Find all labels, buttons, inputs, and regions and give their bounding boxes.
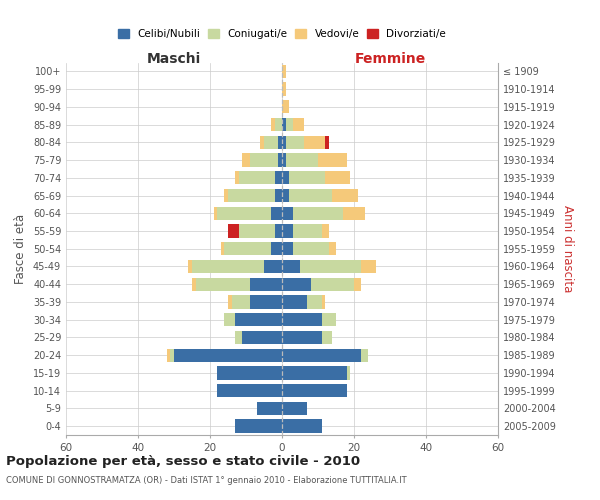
Bar bbox=[235, 313, 282, 326]
Y-axis label: Anni di nascita: Anni di nascita bbox=[561, 205, 574, 292]
Bar bbox=[282, 242, 293, 256]
Bar bbox=[329, 242, 336, 256]
Bar bbox=[228, 189, 275, 202]
Bar bbox=[282, 118, 286, 131]
Bar bbox=[275, 189, 282, 202]
Bar bbox=[264, 260, 282, 273]
Bar bbox=[235, 331, 242, 344]
Bar bbox=[322, 331, 332, 344]
Bar bbox=[260, 136, 264, 149]
Text: Popolazione per età, sesso e stato civile - 2010: Popolazione per età, sesso e stato civil… bbox=[6, 455, 360, 468]
Bar bbox=[257, 402, 282, 415]
Bar bbox=[214, 206, 217, 220]
Bar bbox=[242, 154, 250, 166]
Bar bbox=[361, 260, 376, 273]
Bar bbox=[293, 224, 322, 237]
Bar bbox=[282, 260, 300, 273]
Bar bbox=[282, 420, 322, 433]
Bar bbox=[188, 260, 192, 273]
Bar bbox=[271, 118, 275, 131]
Bar bbox=[304, 136, 325, 149]
Bar bbox=[228, 224, 239, 237]
Legend: Celibi/Nubili, Coniugati/e, Vedovi/e, Divorziati/e: Celibi/Nubili, Coniugati/e, Vedovi/e, Di… bbox=[113, 25, 451, 44]
Bar bbox=[322, 296, 325, 308]
Bar bbox=[275, 224, 282, 237]
Bar bbox=[286, 154, 318, 166]
Bar bbox=[250, 154, 278, 166]
Bar bbox=[282, 136, 286, 149]
Bar bbox=[278, 154, 282, 166]
Bar bbox=[293, 206, 343, 220]
Bar bbox=[286, 136, 304, 149]
Bar bbox=[217, 366, 282, 380]
Y-axis label: Fasce di età: Fasce di età bbox=[14, 214, 27, 284]
Bar bbox=[282, 402, 307, 415]
Bar bbox=[282, 154, 286, 166]
Bar bbox=[300, 260, 361, 273]
Bar bbox=[322, 313, 336, 326]
Bar bbox=[325, 171, 350, 184]
Bar bbox=[361, 348, 368, 362]
Bar bbox=[196, 278, 250, 291]
Bar bbox=[271, 206, 282, 220]
Bar bbox=[192, 260, 264, 273]
Bar bbox=[318, 154, 347, 166]
Bar bbox=[167, 348, 170, 362]
Bar bbox=[250, 296, 282, 308]
Bar bbox=[235, 171, 239, 184]
Bar bbox=[354, 278, 361, 291]
Bar bbox=[282, 171, 289, 184]
Bar bbox=[347, 366, 350, 380]
Bar bbox=[282, 278, 311, 291]
Bar bbox=[293, 118, 304, 131]
Bar bbox=[286, 118, 293, 131]
Bar bbox=[343, 206, 365, 220]
Bar bbox=[275, 118, 282, 131]
Text: COMUNE DI GONNOSTRAMATZA (OR) - Dati ISTAT 1° gennaio 2010 - Elaborazione TUTTIT: COMUNE DI GONNOSTRAMATZA (OR) - Dati IST… bbox=[6, 476, 407, 485]
Bar bbox=[282, 100, 289, 114]
Bar bbox=[242, 331, 282, 344]
Bar bbox=[282, 313, 322, 326]
Bar bbox=[174, 348, 282, 362]
Bar bbox=[217, 206, 271, 220]
Bar bbox=[224, 242, 271, 256]
Bar bbox=[325, 136, 329, 149]
Bar bbox=[232, 296, 250, 308]
Bar bbox=[264, 136, 278, 149]
Bar bbox=[228, 296, 232, 308]
Text: Femmine: Femmine bbox=[355, 52, 425, 66]
Bar bbox=[239, 224, 275, 237]
Bar bbox=[275, 171, 282, 184]
Bar bbox=[170, 348, 174, 362]
Bar bbox=[235, 420, 282, 433]
Bar bbox=[282, 189, 289, 202]
Bar bbox=[282, 348, 361, 362]
Bar bbox=[271, 242, 282, 256]
Bar bbox=[282, 366, 347, 380]
Bar bbox=[322, 224, 329, 237]
Bar bbox=[282, 384, 347, 398]
Bar bbox=[250, 278, 282, 291]
Bar bbox=[289, 171, 325, 184]
Bar bbox=[239, 171, 275, 184]
Bar bbox=[224, 313, 235, 326]
Bar bbox=[289, 189, 332, 202]
Bar bbox=[217, 384, 282, 398]
Bar bbox=[282, 64, 286, 78]
Bar bbox=[282, 206, 293, 220]
Bar bbox=[282, 82, 286, 96]
Bar bbox=[282, 296, 307, 308]
Bar bbox=[224, 189, 228, 202]
Text: Maschi: Maschi bbox=[147, 52, 201, 66]
Bar bbox=[311, 278, 354, 291]
Bar bbox=[332, 189, 358, 202]
Bar bbox=[278, 136, 282, 149]
Bar bbox=[192, 278, 196, 291]
Bar bbox=[282, 224, 293, 237]
Bar bbox=[221, 242, 224, 256]
Bar bbox=[307, 296, 322, 308]
Bar bbox=[282, 331, 322, 344]
Bar bbox=[293, 242, 329, 256]
